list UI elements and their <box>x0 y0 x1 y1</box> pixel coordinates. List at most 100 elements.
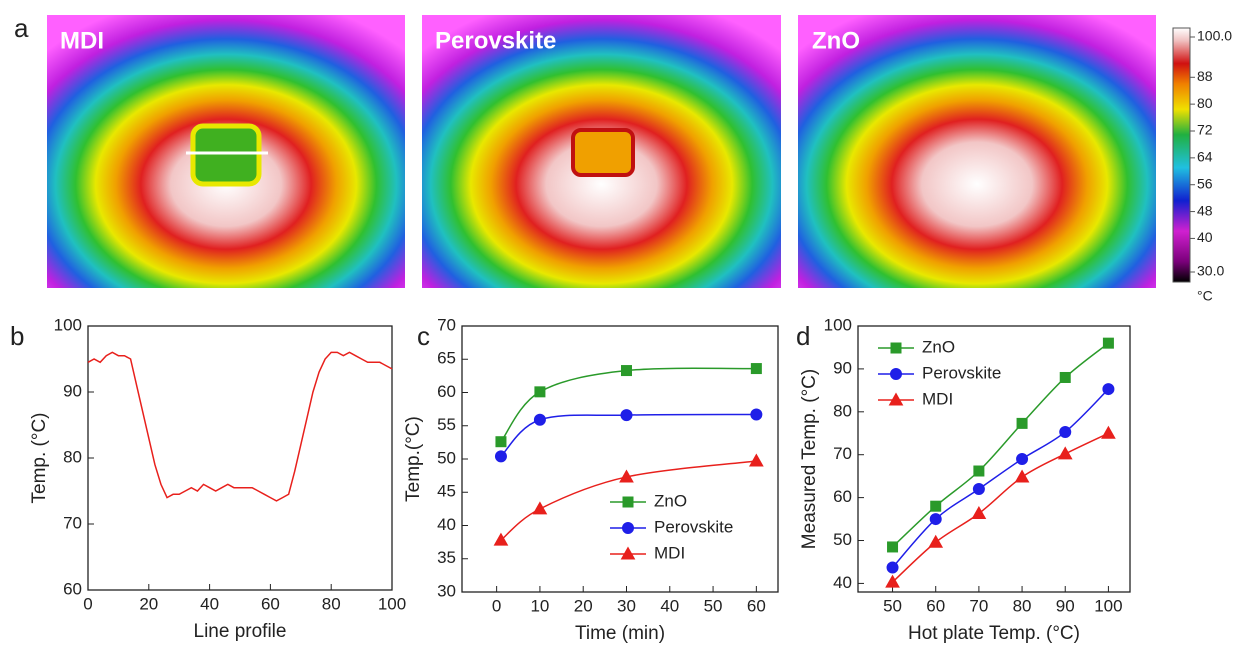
x-tick-label: 0 <box>83 594 92 613</box>
y-tick-label: 35 <box>437 548 456 567</box>
y-tick-label: 80 <box>63 447 82 466</box>
panel-label: d <box>796 321 810 351</box>
colorbar-unit: °C <box>1197 288 1213 304</box>
data-line <box>891 388 1109 569</box>
legend-marker <box>888 392 904 406</box>
plot-frame <box>857 325 1131 593</box>
y-axis-label: Temp. (°C) <box>29 413 50 504</box>
sample-region <box>190 123 262 187</box>
y-axis-label: Temp.(°C) <box>403 416 424 502</box>
marker <box>1102 383 1115 396</box>
colorbar-tick-label: 72 <box>1197 122 1213 138</box>
x-tick-label: 60 <box>261 594 280 613</box>
data-line <box>500 413 757 457</box>
plot-frame <box>461 325 779 593</box>
marker <box>620 409 633 422</box>
image-title: ZnO <box>812 27 860 54</box>
legend-label: ZnO <box>922 337 955 356</box>
image-title: Perovskite <box>435 27 556 54</box>
x-tick-label: 90 <box>1056 596 1075 615</box>
marker <box>885 574 900 588</box>
legend-label: ZnO <box>654 491 687 510</box>
y-tick-label: 55 <box>437 415 456 434</box>
x-tick-label: 100 <box>1094 596 1122 615</box>
x-tick-label: 50 <box>883 596 902 615</box>
y-tick-label: 65 <box>437 349 456 368</box>
marker <box>619 469 634 483</box>
marker <box>533 413 546 426</box>
y-tick-label: 60 <box>833 487 852 506</box>
y-tick-label: 70 <box>833 444 852 463</box>
marker <box>534 386 546 398</box>
marker <box>750 363 762 375</box>
data-line <box>500 460 757 541</box>
y-tick-label: 80 <box>833 401 852 420</box>
colorbar-tick-label: 40 <box>1197 229 1213 245</box>
legend-label: MDI <box>922 389 953 408</box>
marker <box>748 453 764 467</box>
colorbar-tick-label: 64 <box>1197 149 1213 165</box>
y-tick-label: 90 <box>833 358 852 377</box>
x-axis-label: Hot plate Temp. (°C) <box>908 623 1080 644</box>
marker <box>494 450 507 463</box>
y-tick-label: 70 <box>63 513 82 532</box>
x-tick-label: 80 <box>1013 596 1032 615</box>
y-tick-label: 100 <box>54 315 82 334</box>
marker <box>1059 371 1071 383</box>
marker <box>972 483 985 496</box>
y-tick-label: 50 <box>833 530 852 549</box>
x-tick-label: 10 <box>530 596 549 615</box>
colorbar-tick-label: 30.0 <box>1197 263 1224 279</box>
y-tick-label: 30 <box>437 581 456 600</box>
legend-marker <box>622 496 634 508</box>
legend-label: Perovskite <box>922 363 1001 382</box>
x-axis-label: Time (min) <box>575 623 665 644</box>
x-tick-label: 50 <box>704 596 723 615</box>
marker <box>929 513 942 526</box>
x-tick-label: 20 <box>139 594 158 613</box>
x-tick-label: 30 <box>617 596 636 615</box>
y-tick-label: 40 <box>833 573 852 592</box>
legend-marker <box>890 368 902 380</box>
marker <box>887 541 899 553</box>
thermal-image <box>798 15 1156 288</box>
y-tick-label: 50 <box>437 448 456 467</box>
colorbar-tick-label: 100.0 <box>1197 28 1232 44</box>
legend-marker <box>622 522 634 534</box>
data-line <box>500 367 757 443</box>
marker <box>971 505 987 519</box>
marker <box>1101 425 1116 439</box>
marker <box>532 501 548 515</box>
marker <box>928 534 944 548</box>
marker <box>1057 446 1073 460</box>
x-tick-label: 40 <box>200 594 219 613</box>
marker <box>750 408 763 421</box>
legend-label: Perovskite <box>654 517 733 536</box>
marker <box>1016 417 1028 429</box>
colorbar-tick-label: 56 <box>1197 175 1213 191</box>
marker <box>620 365 632 377</box>
x-tick-label: 70 <box>969 596 988 615</box>
marker <box>495 436 507 448</box>
x-tick-label: 40 <box>660 596 679 615</box>
panel-label: b <box>10 321 24 351</box>
marker <box>930 500 942 512</box>
x-tick-label: 60 <box>926 596 945 615</box>
y-tick-label: 45 <box>437 482 456 501</box>
colorbar-tick-label: 80 <box>1197 95 1213 111</box>
x-tick-label: 80 <box>322 594 341 613</box>
image-title: MDI <box>60 27 104 54</box>
y-tick-label: 100 <box>824 315 852 334</box>
marker <box>1102 337 1114 349</box>
y-tick-label: 90 <box>63 381 82 400</box>
panel-label: a <box>14 13 29 43</box>
marker <box>1059 425 1072 438</box>
legend-marker <box>890 342 902 354</box>
panel-label: c <box>417 321 430 351</box>
colorbar <box>1172 27 1191 283</box>
x-tick-label: 60 <box>747 596 766 615</box>
x-tick-label: 20 <box>574 596 593 615</box>
marker <box>886 561 899 574</box>
plot-frame <box>87 325 393 591</box>
